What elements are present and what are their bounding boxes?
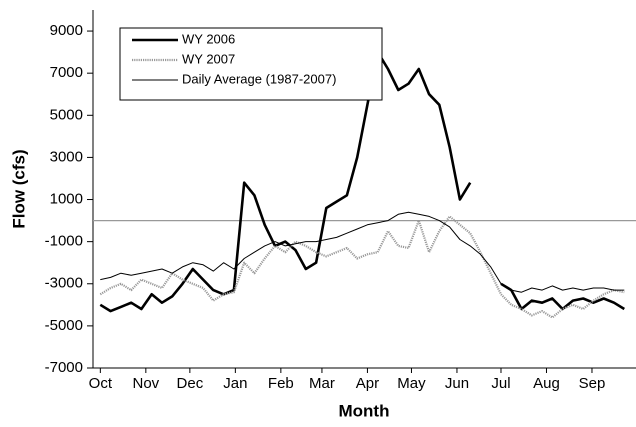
x-tick-label: Jan <box>223 375 247 392</box>
y-tick-label: 3000 <box>50 148 83 165</box>
series-line <box>100 211 625 293</box>
x-tick-label: Mar <box>309 375 335 392</box>
x-tick-label: Apr <box>356 375 379 392</box>
x-tick-label: May <box>397 375 426 392</box>
y-tick-label: 5000 <box>50 106 83 123</box>
y-tick-label: -7000 <box>45 359 83 376</box>
y-tick-label: -1000 <box>45 233 83 250</box>
y-tick-label: -3000 <box>45 275 83 292</box>
y-tick-label: -5000 <box>45 317 83 334</box>
x-tick-label: Dec <box>177 375 204 392</box>
x-tick-label: Nov <box>132 375 159 392</box>
x-tick-label: Feb <box>268 375 294 392</box>
y-tick-label: 9000 <box>50 22 83 39</box>
x-axis-title: Month <box>339 401 390 420</box>
series-line <box>99 215 625 319</box>
legend-label: Daily Average (1987-2007) <box>182 71 336 86</box>
legend-label: WY 2007 <box>182 51 235 66</box>
y-tick-label: 1000 <box>50 190 83 207</box>
y-axis-title: Flow (cfs) <box>9 149 28 228</box>
x-tick-label: Oct <box>89 375 113 392</box>
x-tick-label: Aug <box>533 375 560 392</box>
x-tick-label: Sep <box>579 375 606 392</box>
legend: WY 2006 WY 2007 Daily Average (1987-2007) <box>119 27 383 101</box>
y-tick-label: 7000 <box>50 64 83 81</box>
x-tick-label: Jul <box>491 375 510 392</box>
legend-label: WY 2006 <box>182 31 235 46</box>
x-tick-label: Jun <box>445 375 469 392</box>
series-line <box>99 50 625 313</box>
